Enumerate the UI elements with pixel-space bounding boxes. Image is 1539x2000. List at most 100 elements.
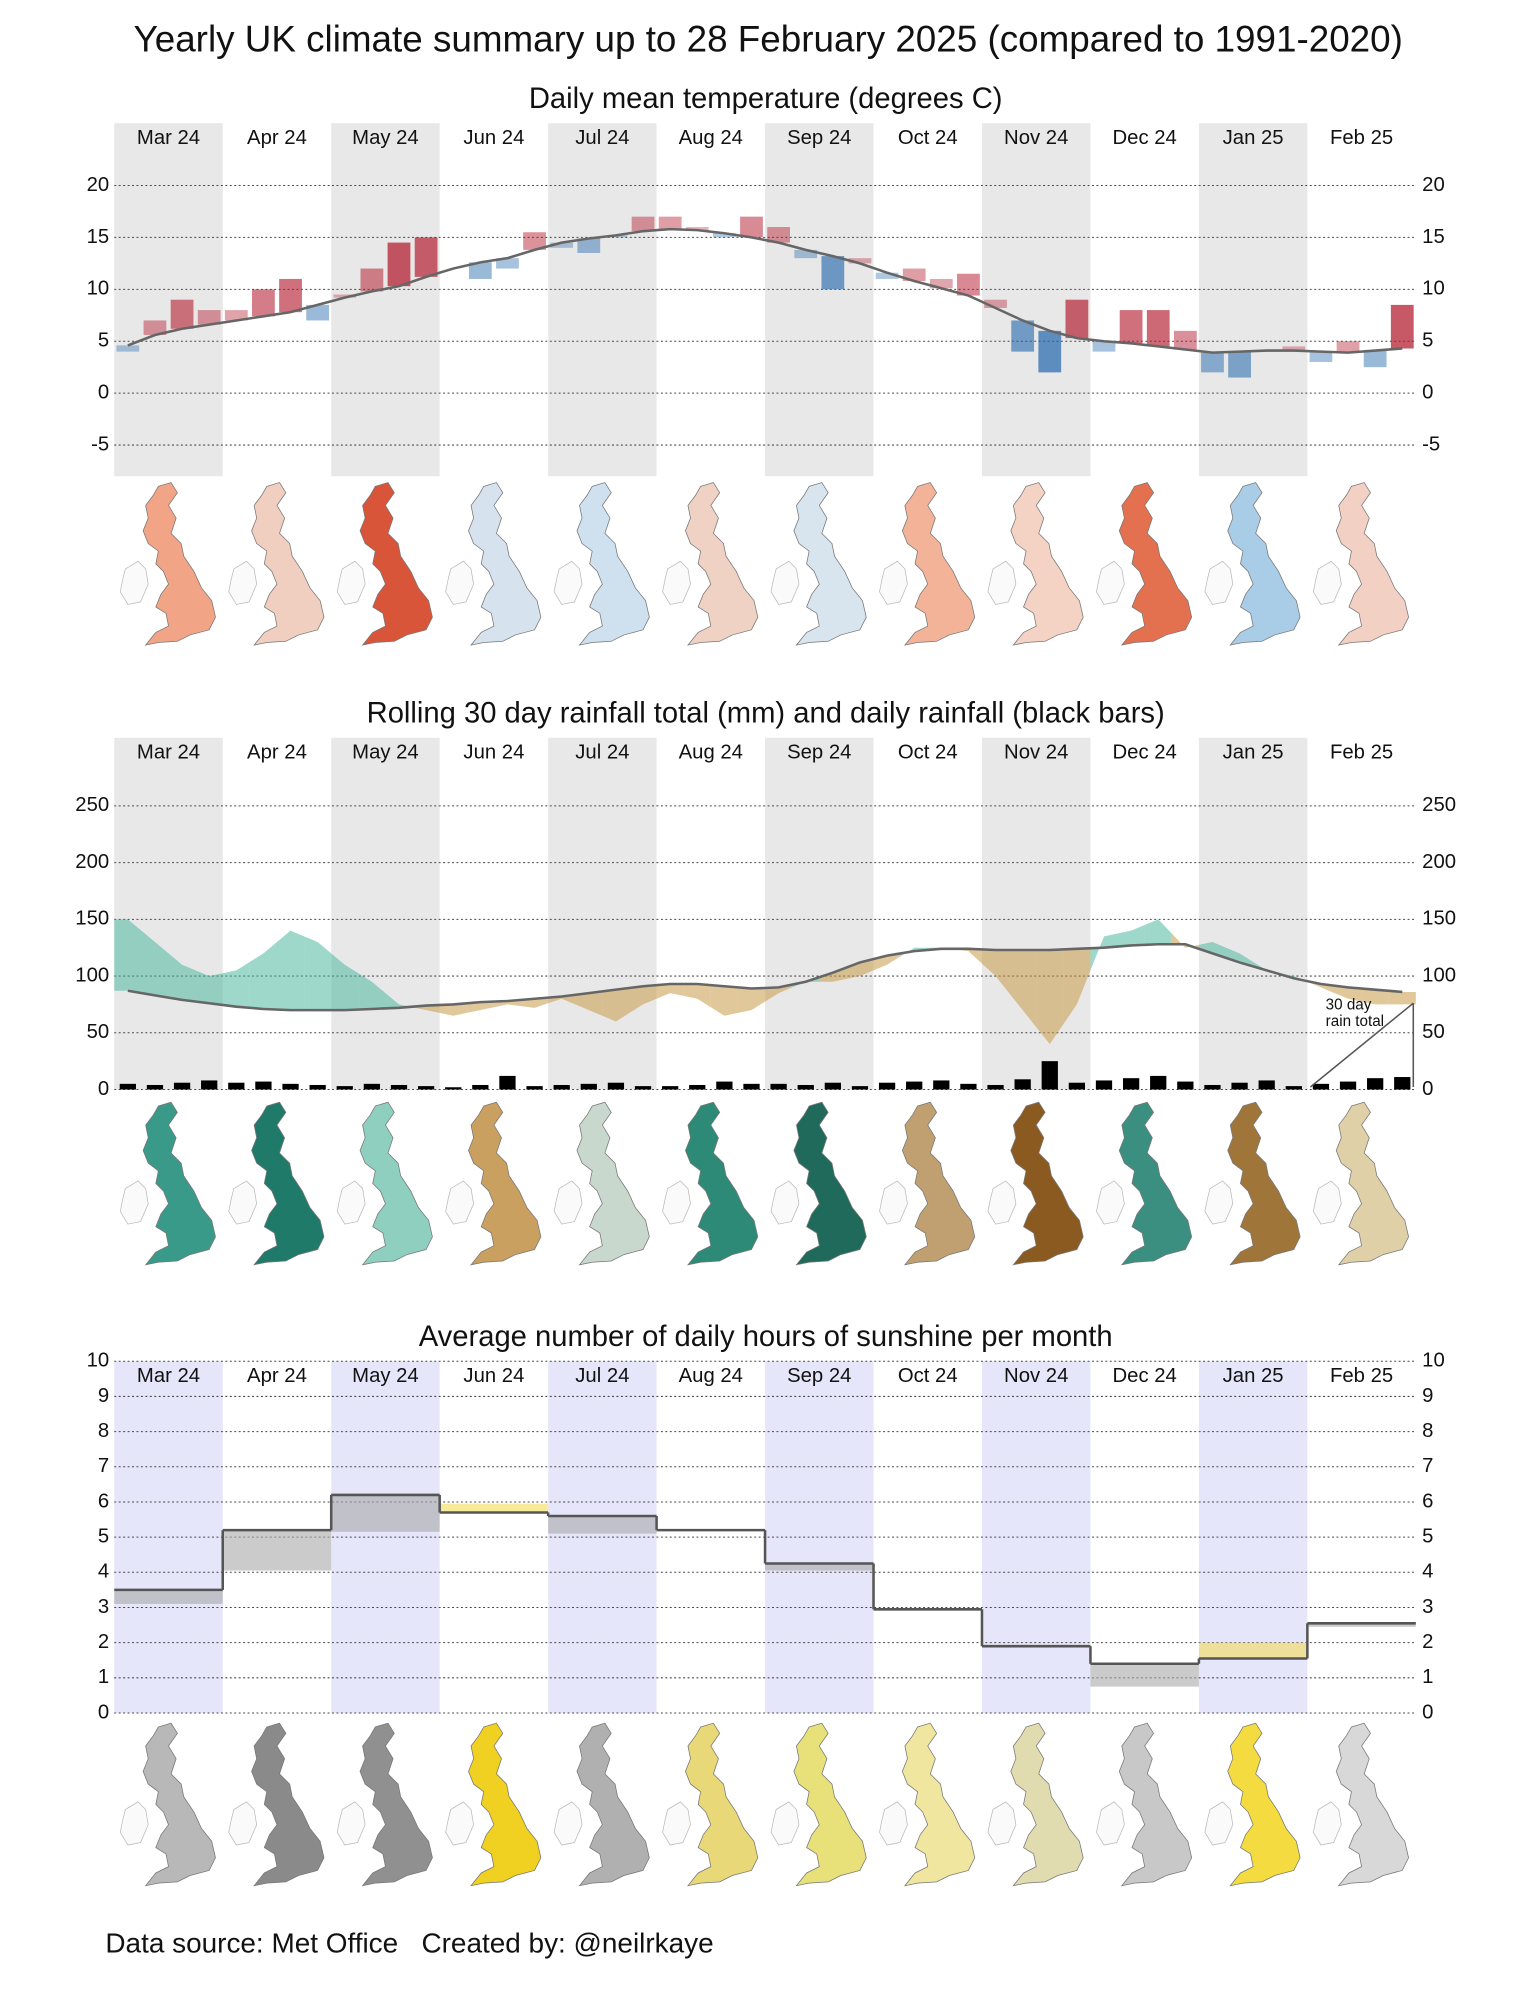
rain-total-area — [1009, 949, 1037, 1028]
temperature-bar — [902, 268, 926, 282]
map — [879, 482, 976, 646]
rain-total-area — [629, 985, 657, 1013]
daily-rain-bar — [1339, 1081, 1357, 1090]
map-gb — [142, 1101, 216, 1266]
map — [445, 1722, 542, 1887]
daily-rain-bar — [960, 1083, 977, 1090]
map — [119, 482, 216, 646]
rain-total-area — [1307, 981, 1335, 994]
temperature-bar — [1065, 299, 1089, 339]
map-gb — [793, 1101, 867, 1266]
rain-total-area — [439, 1003, 467, 1016]
map-ireland — [119, 560, 149, 605]
map-ireland — [553, 560, 583, 605]
month-label: Mar 24 — [137, 127, 200, 149]
daily-rain-bar — [1285, 1086, 1302, 1090]
map-gb — [1010, 1101, 1084, 1266]
map-ireland — [662, 1801, 691, 1846]
y-tick-label: 7 — [98, 1455, 109, 1477]
daily-rain-bar — [282, 1083, 299, 1090]
temperature-bar — [1092, 341, 1116, 352]
daily-rain-bar — [173, 1082, 191, 1090]
map — [119, 1101, 216, 1266]
map — [1312, 1722, 1409, 1887]
temperature-bar — [1201, 352, 1224, 373]
y-tick-label: 4 — [98, 1561, 109, 1583]
map-ireland — [770, 1180, 800, 1225]
daily-rain-bar — [1204, 1084, 1221, 1090]
map — [987, 1101, 1084, 1266]
sunshine-bar — [439, 1503, 549, 1513]
map — [770, 1101, 867, 1266]
map-ireland — [336, 560, 366, 605]
map-gb — [251, 1101, 325, 1266]
annotation: 30 day — [1326, 997, 1372, 1014]
daily-rain-bar — [689, 1084, 706, 1090]
daily-rain-bar — [1014, 1079, 1031, 1090]
month-label: Sep 24 — [787, 127, 851, 149]
rain-total-area — [114, 919, 142, 994]
sunshine-bar — [765, 1563, 874, 1571]
temperature-bar — [279, 278, 302, 313]
map-ireland — [553, 1801, 583, 1846]
map-ireland — [662, 1180, 691, 1225]
map-gb — [1118, 1722, 1193, 1887]
map-ireland — [445, 560, 474, 605]
daily-rain-bar — [824, 1082, 841, 1090]
y-tick-label: 9 — [98, 1385, 109, 1407]
month-label: Jan 25 — [1223, 1365, 1284, 1387]
rain-total-area — [195, 970, 223, 1005]
temperature-bar — [224, 310, 248, 321]
map-ireland — [1096, 560, 1125, 605]
map — [879, 1101, 976, 1266]
rain-total-area — [737, 987, 766, 1013]
temperature-bar — [197, 310, 221, 325]
month-band — [981, 737, 1091, 1090]
temperature-bar — [1173, 330, 1197, 350]
month-label: Oct 24 — [898, 1365, 958, 1387]
temperature-bar — [550, 242, 574, 248]
map — [987, 482, 1084, 646]
chart-panel: Average number of daily hours of sunshin… — [87, 1321, 1445, 1887]
map-gb — [576, 482, 650, 646]
y-tick-label-right: 20 — [1422, 174, 1445, 196]
chart-title: Average number of daily hours of sunshin… — [419, 1321, 1113, 1353]
temperature-bar — [631, 216, 655, 232]
y-tick-label: 250 — [75, 794, 109, 816]
month-band — [114, 123, 223, 477]
month-label: Feb 25 — [1330, 1365, 1393, 1387]
temperature-bar — [1282, 346, 1306, 351]
rain-total-area — [954, 948, 982, 964]
daily-rain-bar — [662, 1086, 679, 1090]
daily-rain-bar — [716, 1081, 733, 1090]
y-tick-label-right: 8 — [1422, 1420, 1433, 1442]
daily-rain-bar — [1258, 1080, 1275, 1090]
y-tick-label-right: 10 — [1422, 278, 1445, 300]
sunshine-bar — [331, 1494, 440, 1532]
y-tick-label-right: 50 — [1422, 1021, 1445, 1043]
month-band — [765, 123, 874, 477]
map — [553, 1101, 650, 1266]
map-gb — [251, 1722, 325, 1887]
temperature-bar — [252, 289, 275, 317]
month-label: Nov 24 — [1004, 1365, 1068, 1387]
rain-total-area — [385, 993, 413, 1009]
month-label: Dec 24 — [1113, 1365, 1177, 1387]
temperature-bar — [523, 232, 546, 250]
y-tick-label: 0 — [98, 382, 109, 404]
temperature-bar — [1309, 351, 1333, 362]
chart-panel: Rolling 30 day rainfall total (mm) and d… — [75, 698, 1456, 1266]
rain-total-area — [222, 961, 250, 1008]
daily-rain-bar — [201, 1080, 218, 1090]
map-gb — [1335, 482, 1409, 646]
daily-rain-bar — [1177, 1081, 1194, 1090]
map — [662, 482, 759, 646]
map — [1096, 1101, 1193, 1266]
map-ireland — [1096, 1801, 1125, 1846]
map-ireland — [770, 560, 800, 605]
temperature-bar — [740, 216, 763, 238]
map — [770, 482, 867, 646]
y-tick-label: 5 — [98, 330, 109, 352]
month-label: Nov 24 — [1004, 741, 1068, 763]
y-tick-label: 8 — [98, 1420, 109, 1442]
